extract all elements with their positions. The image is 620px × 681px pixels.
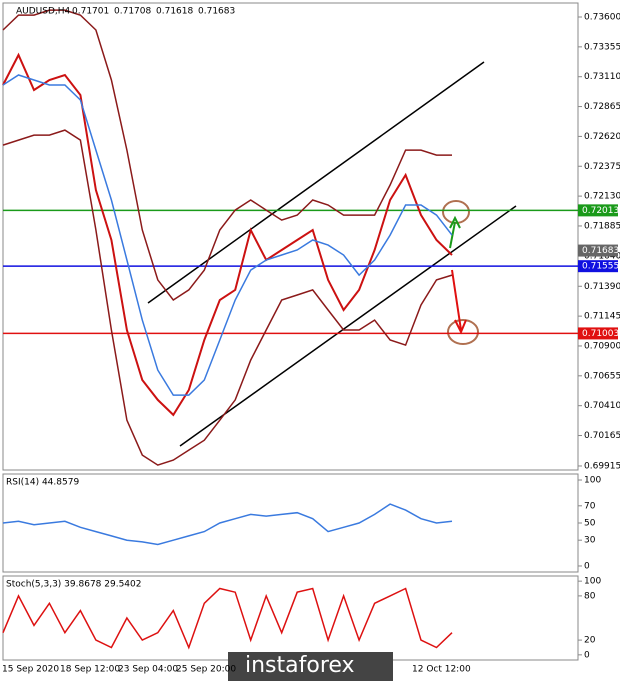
level-tag (578, 327, 618, 340)
y-tick-label: 80 (584, 591, 596, 601)
y-tick-label: 0.70410 (584, 401, 620, 411)
y-tick-label: 100 (584, 577, 601, 587)
channel-lower (179, 205, 517, 447)
y-tick-label: 0.72620 (584, 132, 620, 142)
y-tick-label: 0 (584, 561, 590, 571)
series-line (2, 9, 452, 302)
watermark-bg (228, 652, 393, 681)
arrow-up (449, 215, 461, 249)
watermark: instaforex (245, 653, 355, 678)
channel-upper (147, 61, 485, 304)
target-circle (447, 319, 479, 345)
y-tick-label: 0.73600 (584, 13, 620, 23)
ohlc-value: 0.71618 (156, 7, 193, 17)
arrow-down (451, 269, 467, 335)
y-tick-label: 0.70165 (584, 431, 620, 441)
y-tick-label: 0.72865 (584, 102, 620, 112)
y-tick-label: 20 (584, 636, 596, 646)
ohlc-value: 0.71701 (72, 7, 109, 17)
chart-title: AUDUSD,H4 (16, 7, 71, 17)
y-tick-label: 0.72375 (584, 162, 620, 172)
x-tick-label: 18 Sep 12:00 (60, 665, 120, 675)
series-line (2, 503, 453, 546)
x-tick-label: 23 Sep 04:00 (118, 665, 178, 675)
y-tick-label: 30 (584, 536, 596, 546)
level-tag (578, 244, 618, 257)
level-label: 0.72013 (582, 206, 619, 216)
level-label: 0.71003 (582, 329, 619, 339)
y-tick-label: 0.73110 (584, 72, 620, 82)
y-tick-label: 0.70655 (584, 371, 620, 381)
level-tag (578, 260, 618, 273)
y-tick-label: 0.71145 (584, 312, 620, 322)
series-line (2, 52, 453, 417)
series-line (2, 129, 453, 466)
y-tick-label: 50 (584, 519, 596, 529)
series-line (2, 74, 453, 396)
panel-title: Stoch(5,3,3) 39.8678 29.5402 (6, 580, 141, 590)
y-tick-label: 0.73355 (584, 42, 620, 52)
y-tick-label: 0 (584, 650, 590, 660)
y-tick-label: 0.72130 (584, 192, 620, 202)
x-tick-label: 15 Sep 2020 (2, 665, 59, 675)
y-tick-label: 0.70900 (584, 341, 620, 351)
y-tick-label: 0.71390 (584, 282, 620, 292)
y-tick-label: 70 (584, 501, 596, 511)
level-tag (578, 204, 618, 217)
x-tick-label: 25 Sep 20:00 (176, 665, 236, 675)
ohlc-value: 0.71683 (198, 7, 235, 17)
y-tick-label: 100 (584, 476, 601, 486)
y-tick-label: 0.71885 (584, 221, 620, 231)
panel-title: RSI(14) 44.8579 (6, 478, 79, 488)
ohlc-value: 0.71708 (114, 7, 151, 17)
series-line (2, 587, 453, 650)
level-label: 0.71683 (582, 246, 619, 256)
x-tick-label: 12 Oct 12:00 (412, 665, 471, 675)
main-frame (2, 2, 579, 471)
level-label: 0.71555 (582, 262, 619, 272)
y-tick-label: 0.69915 (584, 461, 620, 471)
target-circle (442, 200, 470, 224)
